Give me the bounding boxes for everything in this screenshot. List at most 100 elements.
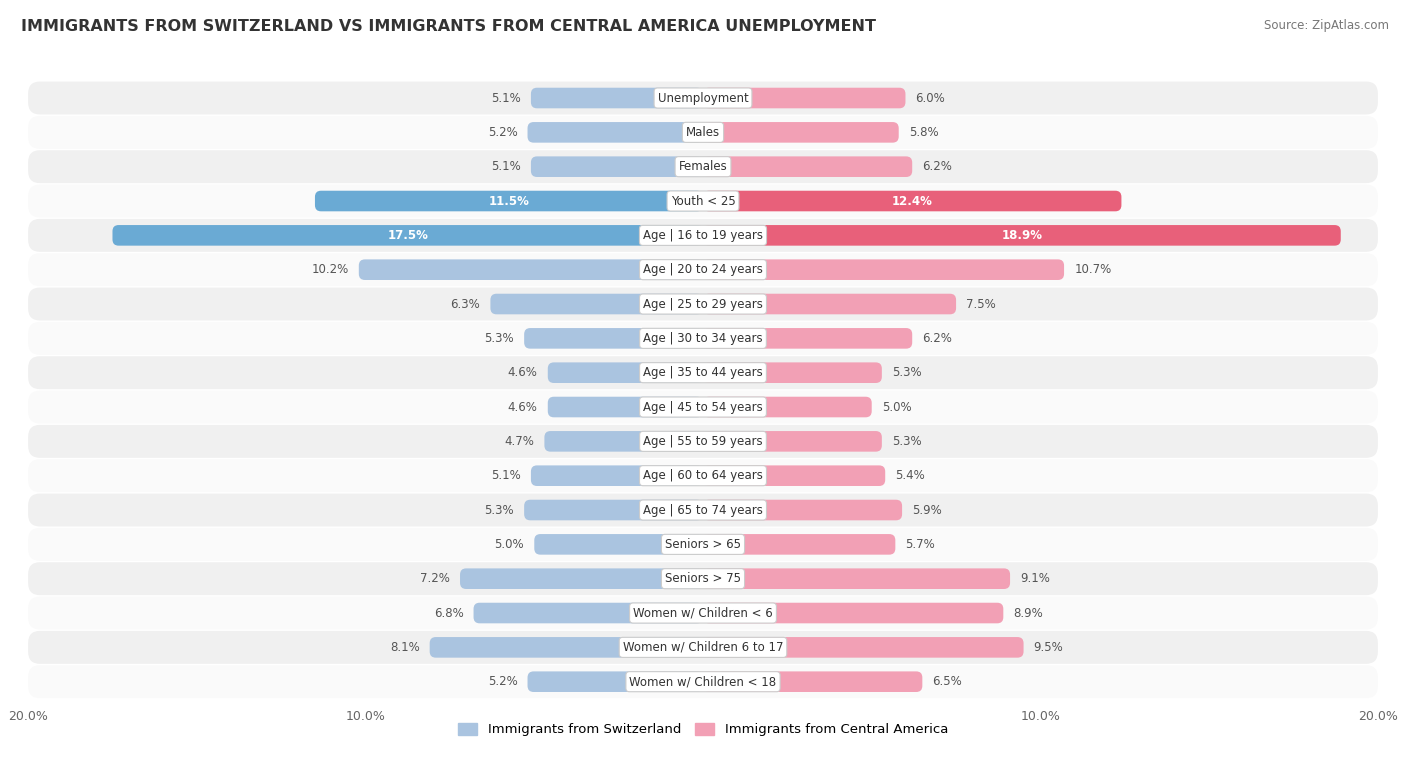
Text: 9.1%: 9.1% xyxy=(1021,572,1050,585)
FancyBboxPatch shape xyxy=(527,671,703,692)
FancyBboxPatch shape xyxy=(703,294,956,314)
Text: 18.9%: 18.9% xyxy=(1001,229,1042,241)
Text: 12.4%: 12.4% xyxy=(891,195,932,207)
Text: 4.6%: 4.6% xyxy=(508,366,537,379)
FancyBboxPatch shape xyxy=(703,603,1004,623)
Text: 11.5%: 11.5% xyxy=(488,195,530,207)
FancyBboxPatch shape xyxy=(703,328,912,349)
FancyBboxPatch shape xyxy=(703,260,1064,280)
Text: Age | 16 to 19 years: Age | 16 to 19 years xyxy=(643,229,763,241)
FancyBboxPatch shape xyxy=(703,534,896,555)
FancyBboxPatch shape xyxy=(703,397,872,417)
FancyBboxPatch shape xyxy=(315,191,703,211)
Text: Males: Males xyxy=(686,126,720,139)
Text: 5.3%: 5.3% xyxy=(485,503,515,516)
FancyBboxPatch shape xyxy=(28,562,1378,595)
FancyBboxPatch shape xyxy=(112,225,703,246)
Text: 9.5%: 9.5% xyxy=(1033,641,1063,654)
FancyBboxPatch shape xyxy=(531,88,703,108)
Legend: Immigrants from Switzerland, Immigrants from Central America: Immigrants from Switzerland, Immigrants … xyxy=(453,718,953,741)
FancyBboxPatch shape xyxy=(28,219,1378,252)
Text: 4.7%: 4.7% xyxy=(505,435,534,448)
Text: 5.0%: 5.0% xyxy=(882,400,911,413)
Text: 8.9%: 8.9% xyxy=(1014,606,1043,619)
Text: 7.2%: 7.2% xyxy=(420,572,450,585)
Text: Women w/ Children < 6: Women w/ Children < 6 xyxy=(633,606,773,619)
FancyBboxPatch shape xyxy=(430,637,703,658)
Text: 6.3%: 6.3% xyxy=(450,298,481,310)
FancyBboxPatch shape xyxy=(524,500,703,520)
Text: Age | 65 to 74 years: Age | 65 to 74 years xyxy=(643,503,763,516)
FancyBboxPatch shape xyxy=(28,150,1378,183)
Text: 4.6%: 4.6% xyxy=(508,400,537,413)
FancyBboxPatch shape xyxy=(703,88,905,108)
Text: Females: Females xyxy=(679,160,727,173)
Text: 6.8%: 6.8% xyxy=(433,606,464,619)
FancyBboxPatch shape xyxy=(28,391,1378,423)
Text: 5.1%: 5.1% xyxy=(491,92,520,104)
FancyBboxPatch shape xyxy=(28,322,1378,355)
FancyBboxPatch shape xyxy=(28,185,1378,217)
FancyBboxPatch shape xyxy=(28,528,1378,561)
Text: 6.0%: 6.0% xyxy=(915,92,945,104)
Text: 6.2%: 6.2% xyxy=(922,160,952,173)
Text: Women w/ Children 6 to 17: Women w/ Children 6 to 17 xyxy=(623,641,783,654)
FancyBboxPatch shape xyxy=(28,494,1378,527)
Text: Women w/ Children < 18: Women w/ Children < 18 xyxy=(630,675,776,688)
Text: Age | 25 to 29 years: Age | 25 to 29 years xyxy=(643,298,763,310)
Text: 5.3%: 5.3% xyxy=(891,435,921,448)
Text: Age | 30 to 34 years: Age | 30 to 34 years xyxy=(643,332,763,345)
FancyBboxPatch shape xyxy=(703,225,1341,246)
Text: 8.1%: 8.1% xyxy=(389,641,419,654)
FancyBboxPatch shape xyxy=(28,665,1378,698)
Text: 5.3%: 5.3% xyxy=(485,332,515,345)
FancyBboxPatch shape xyxy=(531,466,703,486)
Text: 17.5%: 17.5% xyxy=(387,229,429,241)
Text: Seniors > 65: Seniors > 65 xyxy=(665,538,741,551)
FancyBboxPatch shape xyxy=(28,116,1378,149)
FancyBboxPatch shape xyxy=(28,82,1378,114)
Text: 10.7%: 10.7% xyxy=(1074,263,1111,276)
FancyBboxPatch shape xyxy=(703,157,912,177)
Text: 5.4%: 5.4% xyxy=(896,469,925,482)
Text: Age | 35 to 44 years: Age | 35 to 44 years xyxy=(643,366,763,379)
FancyBboxPatch shape xyxy=(703,671,922,692)
Text: 5.1%: 5.1% xyxy=(491,160,520,173)
Text: Seniors > 75: Seniors > 75 xyxy=(665,572,741,585)
Text: 7.5%: 7.5% xyxy=(966,298,995,310)
FancyBboxPatch shape xyxy=(703,122,898,142)
Text: Source: ZipAtlas.com: Source: ZipAtlas.com xyxy=(1264,19,1389,32)
Text: Age | 60 to 64 years: Age | 60 to 64 years xyxy=(643,469,763,482)
FancyBboxPatch shape xyxy=(534,534,703,555)
Text: 5.7%: 5.7% xyxy=(905,538,935,551)
FancyBboxPatch shape xyxy=(28,357,1378,389)
Text: IMMIGRANTS FROM SWITZERLAND VS IMMIGRANTS FROM CENTRAL AMERICA UNEMPLOYMENT: IMMIGRANTS FROM SWITZERLAND VS IMMIGRANT… xyxy=(21,19,876,34)
Text: Age | 45 to 54 years: Age | 45 to 54 years xyxy=(643,400,763,413)
FancyBboxPatch shape xyxy=(28,631,1378,664)
FancyBboxPatch shape xyxy=(703,191,1122,211)
FancyBboxPatch shape xyxy=(359,260,703,280)
FancyBboxPatch shape xyxy=(531,157,703,177)
FancyBboxPatch shape xyxy=(544,431,703,452)
FancyBboxPatch shape xyxy=(28,597,1378,630)
FancyBboxPatch shape xyxy=(703,363,882,383)
FancyBboxPatch shape xyxy=(703,466,886,486)
FancyBboxPatch shape xyxy=(28,425,1378,458)
Text: 6.5%: 6.5% xyxy=(932,675,962,688)
Text: 5.3%: 5.3% xyxy=(891,366,921,379)
FancyBboxPatch shape xyxy=(703,431,882,452)
FancyBboxPatch shape xyxy=(703,637,1024,658)
FancyBboxPatch shape xyxy=(460,569,703,589)
FancyBboxPatch shape xyxy=(28,288,1378,320)
Text: 6.2%: 6.2% xyxy=(922,332,952,345)
Text: 5.8%: 5.8% xyxy=(908,126,938,139)
FancyBboxPatch shape xyxy=(703,500,903,520)
FancyBboxPatch shape xyxy=(703,569,1010,589)
FancyBboxPatch shape xyxy=(28,459,1378,492)
FancyBboxPatch shape xyxy=(524,328,703,349)
FancyBboxPatch shape xyxy=(548,397,703,417)
FancyBboxPatch shape xyxy=(548,363,703,383)
FancyBboxPatch shape xyxy=(28,253,1378,286)
FancyBboxPatch shape xyxy=(474,603,703,623)
Text: Age | 55 to 59 years: Age | 55 to 59 years xyxy=(643,435,763,448)
